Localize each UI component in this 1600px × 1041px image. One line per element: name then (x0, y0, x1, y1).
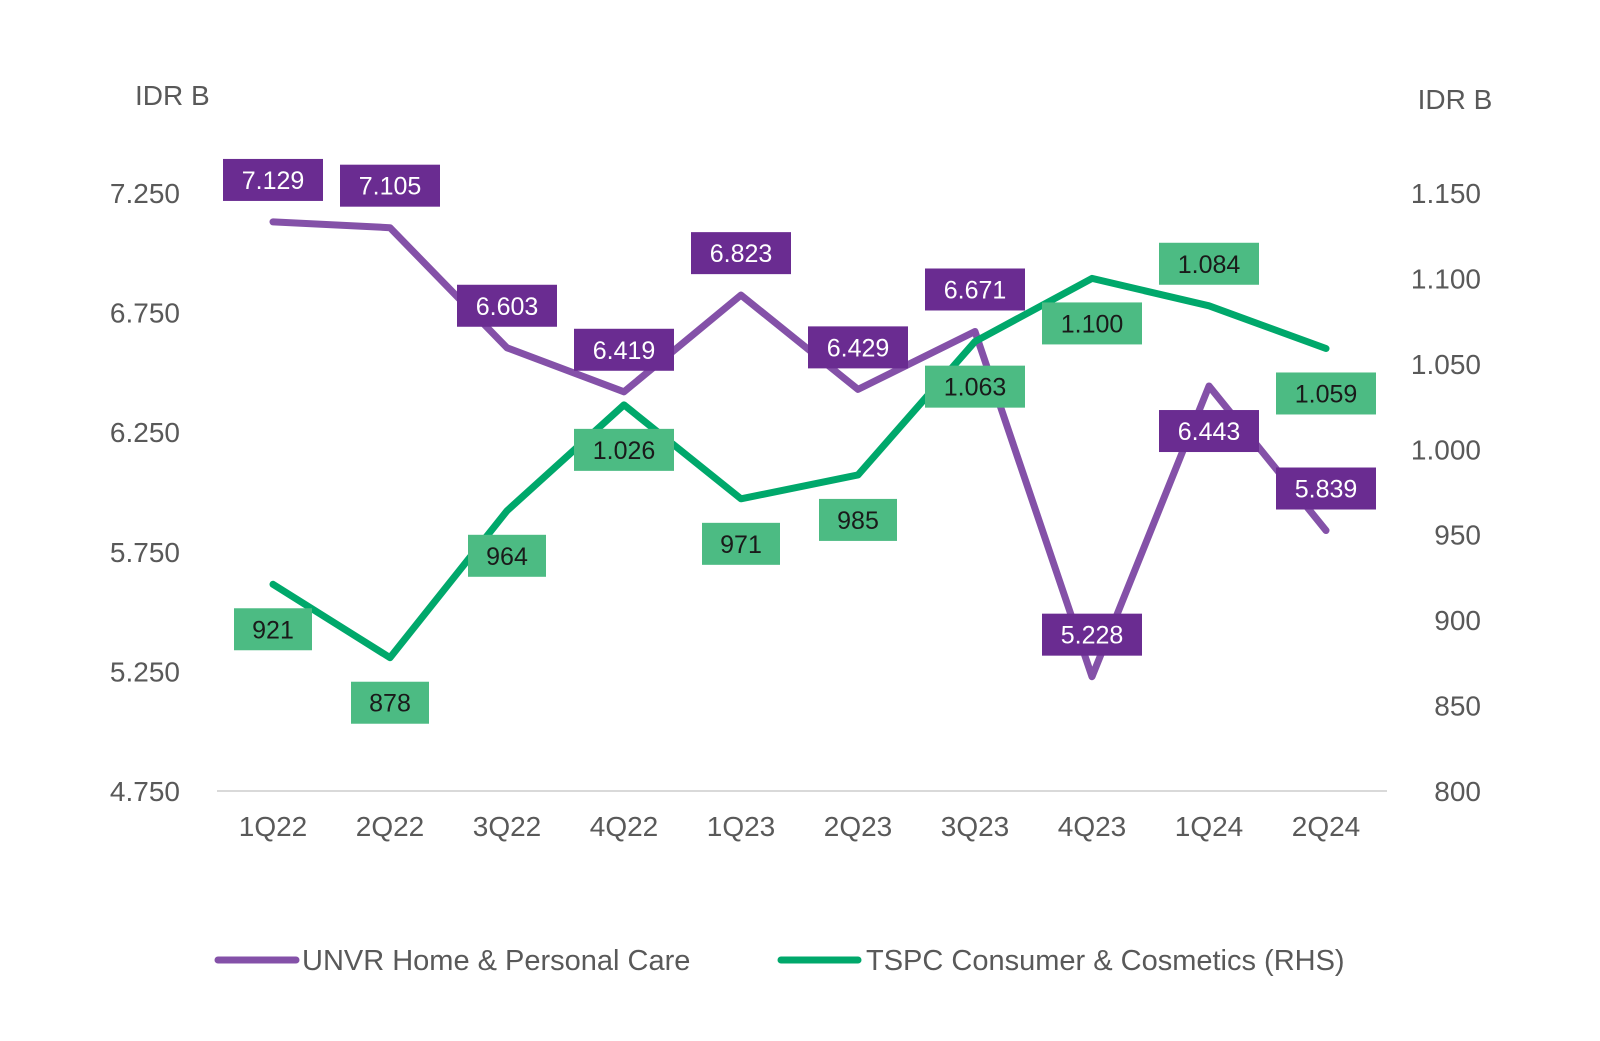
y-left-tick-label: 6.750 (110, 298, 180, 329)
y-right-tick-label: 900 (1434, 605, 1481, 636)
y-right-tick-label: 1.100 (1411, 263, 1481, 294)
data-label-text: 7.129 (242, 167, 305, 195)
data-label-box (808, 326, 908, 369)
data-label-box (574, 428, 674, 471)
data-label: 5.839 (1276, 467, 1376, 510)
data-label-box (691, 232, 791, 275)
data-label-box (1042, 302, 1142, 345)
data-label: 878 (351, 681, 429, 724)
y-left-tick-label: 5.750 (110, 537, 180, 568)
data-label-text: 5.228 (1061, 622, 1124, 650)
data-label: 1.100 (1042, 302, 1142, 345)
legend-label: UNVR Home & Personal Care (302, 945, 690, 977)
x-tick-label: 4Q23 (1058, 811, 1127, 842)
legend-item-tspc: TSPC Consumer & Cosmetics (RHS) (777, 945, 1345, 977)
data-label-box (1276, 372, 1376, 415)
data-label: 1.063 (925, 365, 1025, 408)
data-label: 7.129 (223, 158, 323, 201)
data-label-box (234, 608, 312, 651)
data-label-box (1276, 467, 1376, 510)
y-right-axis-label: IDR B (1418, 84, 1493, 115)
data-label: 1.026 (574, 428, 674, 471)
data-label: 6.603 (457, 284, 557, 327)
data-label: 1.059 (1276, 372, 1376, 415)
x-tick-label: 2Q22 (356, 811, 425, 842)
data-label: 6.419 (574, 328, 674, 371)
x-tick-label: 1Q22 (239, 811, 308, 842)
data-label-box (925, 365, 1025, 408)
y-right-axis: 800 850 900 950 1.000 1.050 1.100 1.150 (1411, 178, 1481, 807)
data-label-text: 6.671 (944, 276, 1007, 304)
data-label: 1.084 (1159, 242, 1259, 285)
data-label: 6.823 (691, 232, 791, 275)
y-left-axis-label: IDR B (135, 80, 210, 111)
data-label: 6.429 (808, 326, 908, 369)
x-tick-label: 1Q24 (1175, 811, 1244, 842)
y-right-tick-label: 950 (1434, 520, 1481, 551)
x-tick-label: 3Q22 (473, 811, 542, 842)
series-lines (269, 218, 1330, 681)
y-right-tick-label: 1.050 (1411, 349, 1481, 380)
y-left-tick-label: 7.250 (110, 178, 180, 209)
data-label-box (1042, 613, 1142, 656)
data-label-box (925, 268, 1025, 311)
data-label: 6.671 (925, 268, 1025, 311)
data-label-box (457, 284, 557, 327)
data-label: 921 (234, 608, 312, 651)
data-label-text: 1.026 (593, 437, 656, 465)
data-label-text: 971 (720, 531, 762, 559)
data-label: 985 (819, 498, 897, 541)
data-label-text: 1.084 (1178, 251, 1241, 279)
y-left-axis: 4.750 5.250 5.750 6.250 6.750 7.250 (110, 178, 180, 807)
data-label-text: 878 (369, 690, 411, 718)
data-label: 7.105 (340, 164, 440, 207)
y-right-tick-label: 1.150 (1411, 178, 1481, 209)
data-label-text: 1.063 (944, 374, 1007, 402)
data-label-box (574, 328, 674, 371)
data-label-text: 1.100 (1061, 310, 1124, 338)
x-tick-label: 2Q24 (1292, 811, 1361, 842)
legend-label: TSPC Consumer & Cosmetics (RHS) (866, 945, 1345, 977)
data-label-text: 6.823 (710, 240, 773, 268)
y-right-tick-label: 1.000 (1411, 434, 1481, 465)
data-label-box (702, 522, 780, 565)
data-label-text: 985 (837, 507, 879, 535)
data-label-text: 964 (486, 543, 528, 571)
data-label-box (351, 681, 429, 724)
x-axis: 1Q22 2Q22 3Q22 4Q22 1Q23 2Q23 3Q23 4Q23 1Q24 2Q24 (239, 811, 1361, 842)
series-line-tspc (269, 274, 1330, 662)
data-label-box (223, 158, 323, 201)
data-label-box (1159, 242, 1259, 285)
x-tick-label: 3Q23 (941, 811, 1010, 842)
data-label: 964 (468, 534, 546, 577)
data-label-box (1159, 410, 1259, 453)
y-left-tick-label: 4.750 (110, 776, 180, 807)
data-label-box (468, 534, 546, 577)
y-left-tick-label: 6.250 (110, 417, 180, 448)
legend-item-unvr: UNVR Home & Personal Care (214, 945, 690, 977)
data-label-text: 6.429 (827, 334, 890, 362)
series-line-unvr (269, 218, 1330, 681)
y-right-tick-label: 850 (1434, 691, 1481, 722)
data-label-text: 6.603 (476, 293, 539, 321)
data-label-box (819, 498, 897, 541)
data-label: 971 (702, 522, 780, 565)
data-label: 5.228 (1042, 613, 1142, 656)
legend: UNVR Home & Personal Care TSPC Consumer &… (214, 945, 1345, 977)
x-tick-label: 1Q23 (707, 811, 776, 842)
x-tick-label: 2Q23 (824, 811, 893, 842)
x-tick-label: 4Q22 (590, 811, 659, 842)
data-label-text: 921 (252, 616, 294, 644)
y-right-tick-label: 800 (1434, 776, 1481, 807)
data-label-text: 1.059 (1295, 380, 1358, 408)
data-labels: 7.129 7.105 6.603 6.419 6.823 6.429 6.671 5.228… (223, 158, 1376, 724)
data-label-box (340, 164, 440, 207)
data-label: 6.443 (1159, 410, 1259, 453)
data-label-text: 6.419 (593, 337, 656, 365)
data-label-text: 7.105 (359, 173, 422, 201)
data-label-text: 5.839 (1295, 476, 1358, 504)
y-left-tick-label: 5.250 (110, 656, 180, 687)
data-label-text: 6.443 (1178, 418, 1241, 446)
